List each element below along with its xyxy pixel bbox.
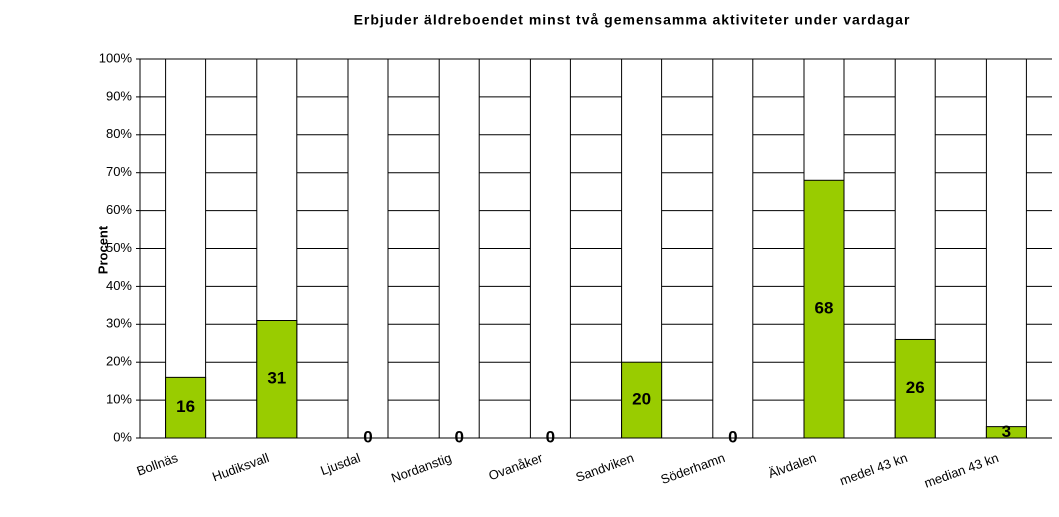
y-tick-label: 80% — [106, 126, 132, 141]
data-label: 0 — [546, 427, 555, 446]
y-tick-label: 30% — [106, 316, 132, 331]
x-tick-label: Bollnäs — [135, 450, 181, 479]
x-tick-label: Ljusdal — [318, 450, 362, 478]
x-tick-label: Sandviken — [574, 450, 636, 485]
y-tick-label: 10% — [106, 392, 132, 407]
data-label: 3 — [1002, 422, 1011, 441]
y-tick-label: 50% — [106, 240, 132, 255]
data-label: 20 — [632, 390, 651, 409]
x-tick-label: Ovanåker — [486, 450, 545, 484]
data-label: 0 — [728, 427, 737, 446]
y-tick-label: 40% — [106, 278, 132, 293]
y-tick-label: 20% — [106, 354, 132, 369]
data-label: 68 — [815, 299, 834, 318]
x-tick-label: medel 43 kn — [838, 450, 910, 488]
y-tick-label: 0% — [113, 429, 132, 444]
x-tick-label: Hudiksvall — [210, 450, 271, 484]
data-label: 31 — [267, 369, 286, 388]
y-tick-label: 60% — [106, 202, 132, 217]
x-tick-label: Söderhamn — [659, 450, 727, 487]
data-label: 26 — [906, 378, 925, 397]
bar — [165, 376, 207, 439]
data-label: 0 — [363, 427, 372, 446]
chart-title: Erbjuder äldreboendet minst två gemensam… — [354, 12, 911, 28]
bar-frame — [712, 58, 754, 439]
data-label: 0 — [454, 427, 463, 446]
bar — [894, 338, 936, 439]
bar — [256, 320, 298, 439]
y-tick-label: 90% — [106, 88, 132, 103]
x-tick-label: Älvdalen — [766, 450, 818, 481]
x-tick-label: Nordanstig — [389, 450, 453, 486]
bar-frame — [985, 58, 1027, 439]
y-tick-label: 70% — [106, 164, 132, 179]
bar-frame — [529, 58, 571, 439]
y-tick-label: 100% — [99, 50, 133, 65]
data-label: 16 — [176, 397, 195, 416]
y-axis-label: Procent — [95, 225, 110, 274]
bar-frame — [438, 58, 480, 439]
bar — [803, 179, 845, 439]
x-tick-label: median 43 kn — [922, 450, 1000, 491]
bar-frame — [347, 58, 389, 439]
